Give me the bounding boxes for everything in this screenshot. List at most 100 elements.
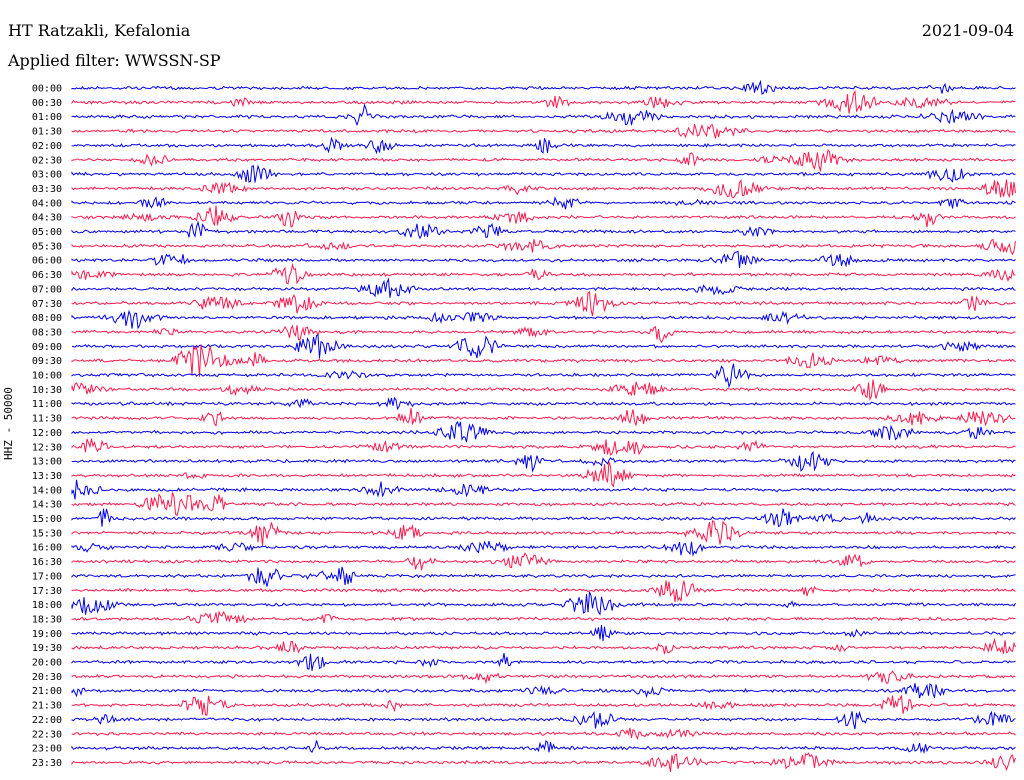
trace-time-label: 11:30 xyxy=(32,414,62,425)
seismic-trace xyxy=(71,653,1016,671)
seismic-trace xyxy=(71,591,1016,616)
trace-time-label: 19:30 xyxy=(32,643,62,654)
seismic-trace xyxy=(71,625,1016,642)
trace-time-label: 05:30 xyxy=(32,241,62,252)
seismic-trace xyxy=(71,205,1016,228)
seismic-trace xyxy=(71,420,1016,443)
trace-time-label: 06:30 xyxy=(32,270,62,281)
seismic-trace xyxy=(71,309,1016,330)
trace-time-label: 13:30 xyxy=(32,471,62,482)
seismic-trace xyxy=(71,290,1016,317)
trace-time-label: 18:30 xyxy=(32,614,62,625)
seismic-trace xyxy=(71,79,1016,96)
trace-time-label: 03:00 xyxy=(32,170,62,181)
seismic-trace xyxy=(71,580,1016,603)
seismic-trace xyxy=(71,89,1016,114)
seismic-trace xyxy=(71,324,1016,344)
trace-time-label: 09:30 xyxy=(32,356,62,367)
seismic-trace xyxy=(71,683,1016,699)
seismic-trace xyxy=(71,695,1016,716)
station-title: HT Ratzakli, Kefalonia xyxy=(8,21,191,40)
seismic-trace xyxy=(71,479,1016,500)
trace-time-label: 08:30 xyxy=(32,327,62,338)
trace-time-label: 12:00 xyxy=(32,428,62,439)
trace-time-label: 08:00 xyxy=(32,313,62,324)
seismic-trace xyxy=(71,438,1016,456)
seismic-trace xyxy=(71,379,1016,402)
seismic-trace xyxy=(71,396,1016,411)
seismic-trace xyxy=(71,710,1016,730)
seismic-trace xyxy=(71,149,1016,172)
trace-time-label: 13:00 xyxy=(32,457,62,468)
trace-time-label: 17:30 xyxy=(32,586,62,597)
seismic-trace xyxy=(71,136,1016,155)
seismic-trace xyxy=(71,164,1016,183)
seismic-trace xyxy=(71,520,1016,546)
seismic-trace xyxy=(71,250,1016,268)
trace-time-label: 18:00 xyxy=(32,600,62,611)
trace-time-label: 06:00 xyxy=(32,256,62,267)
trace-time-label: 14:30 xyxy=(32,500,62,511)
seismic-trace xyxy=(71,752,1016,772)
seismic-trace xyxy=(71,461,1016,488)
seismic-trace xyxy=(71,344,1016,377)
trace-time-label: 00:00 xyxy=(32,84,62,95)
trace-time-label: 20:30 xyxy=(32,672,62,683)
seismic-trace xyxy=(71,727,1016,741)
seismic-trace xyxy=(71,333,1016,359)
trace-time-label: 02:30 xyxy=(32,155,62,166)
seismic-trace xyxy=(71,262,1016,285)
trace-time-label: 05:00 xyxy=(32,227,62,238)
trace-time-label: 12:30 xyxy=(32,442,62,453)
trace-time-label: 02:00 xyxy=(32,141,62,152)
trace-time-label: 21:30 xyxy=(32,701,62,712)
seismic-trace xyxy=(71,220,1016,240)
seismic-trace xyxy=(71,238,1016,256)
trace-time-label: 15:00 xyxy=(32,514,62,525)
trace-time-label: 03:30 xyxy=(32,184,62,195)
seismic-trace xyxy=(71,178,1016,199)
trace-time-label: 20:00 xyxy=(32,658,62,669)
seismic-trace xyxy=(71,196,1016,210)
seismic-trace xyxy=(71,277,1016,298)
trace-time-label: 21:00 xyxy=(32,686,62,697)
trace-time-label: 23:00 xyxy=(32,744,62,755)
date-label: 2021-09-04 xyxy=(921,21,1014,40)
trace-time-label: 17:00 xyxy=(32,571,62,582)
trace-time-label: 16:30 xyxy=(32,557,62,568)
seismic-trace xyxy=(71,740,1016,755)
seismic-trace xyxy=(71,492,1016,517)
seismic-trace xyxy=(71,637,1016,655)
seismic-trace xyxy=(71,610,1016,624)
trace-time-label: 01:00 xyxy=(32,112,62,123)
trace-time-label: 07:00 xyxy=(32,284,62,295)
trace-time-label: 23:30 xyxy=(32,758,62,769)
seismic-trace xyxy=(71,407,1016,427)
trace-time-label: 09:00 xyxy=(32,342,62,353)
trace-time-label: 19:00 xyxy=(32,629,62,640)
trace-time-label: 00:30 xyxy=(32,98,62,109)
trace-time-label: 11:00 xyxy=(32,399,62,410)
seismic-trace xyxy=(71,103,1016,127)
trace-time-label: 16:00 xyxy=(32,543,62,554)
trace-time-label: 22:00 xyxy=(32,715,62,726)
seismic-trace xyxy=(71,450,1016,473)
seismic-trace xyxy=(71,363,1016,389)
trace-time-label: 10:30 xyxy=(32,385,62,396)
seismic-trace xyxy=(71,670,1016,685)
seismic-trace xyxy=(71,552,1016,571)
seismic-trace xyxy=(71,540,1016,557)
seismic-trace xyxy=(71,123,1016,139)
trace-time-label: 01:30 xyxy=(32,127,62,138)
seismic-trace xyxy=(71,566,1016,587)
trace-time-label: 15:30 xyxy=(32,528,62,539)
filter-label: Applied filter: WWSSN-SP xyxy=(8,51,221,70)
trace-time-label: 04:00 xyxy=(32,198,62,209)
trace-time-label: 07:30 xyxy=(32,299,62,310)
trace-time-label: 10:00 xyxy=(32,371,62,382)
trace-time-label: 14:00 xyxy=(32,485,62,496)
trace-time-label: 22:30 xyxy=(32,729,62,740)
trace-time-label: 04:30 xyxy=(32,213,62,224)
seismic-trace xyxy=(71,508,1016,528)
